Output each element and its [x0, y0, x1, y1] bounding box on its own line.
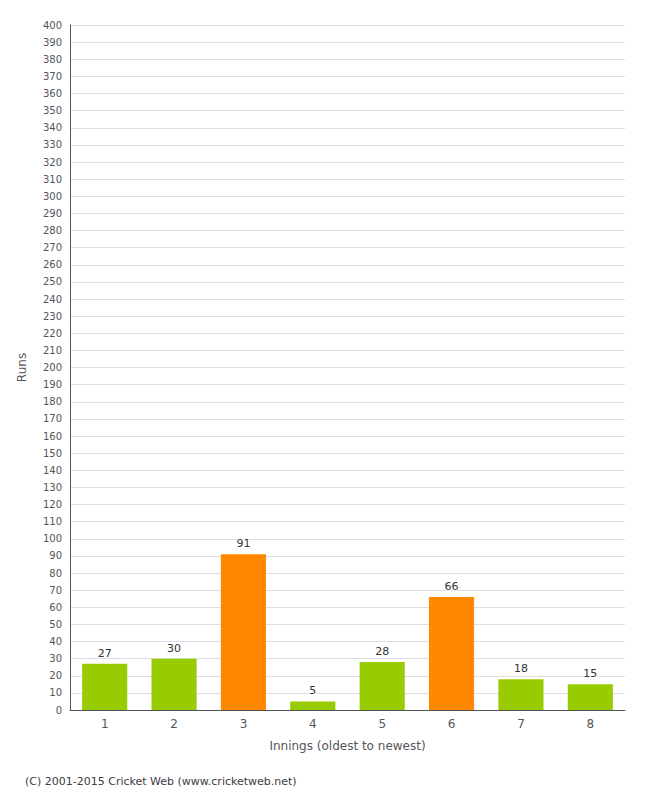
svg-text:210: 210	[43, 345, 62, 356]
svg-text:300: 300	[43, 191, 62, 202]
svg-text:190: 190	[43, 379, 62, 390]
svg-text:180: 180	[43, 396, 62, 407]
svg-text:15: 15	[583, 667, 597, 680]
svg-text:390: 390	[43, 37, 62, 48]
svg-text:1: 1	[101, 717, 109, 731]
svg-text:3: 3	[240, 717, 248, 731]
svg-text:230: 230	[43, 311, 62, 322]
svg-text:8: 8	[586, 717, 594, 731]
svg-text:60: 60	[49, 602, 62, 613]
svg-text:5: 5	[378, 717, 386, 731]
svg-text:20: 20	[49, 670, 62, 681]
svg-text:90: 90	[49, 550, 62, 561]
svg-text:70: 70	[49, 585, 62, 596]
svg-text:200: 200	[43, 362, 62, 373]
svg-text:380: 380	[43, 54, 62, 65]
svg-text:350: 350	[43, 105, 62, 116]
svg-text:0: 0	[56, 705, 62, 716]
svg-text:330: 330	[43, 139, 62, 150]
svg-text:170: 170	[43, 413, 62, 424]
svg-text:270: 270	[43, 242, 62, 253]
svg-text:27: 27	[98, 647, 112, 660]
svg-text:320: 320	[43, 157, 62, 168]
svg-text:250: 250	[43, 276, 62, 287]
svg-text:91: 91	[236, 537, 250, 550]
svg-text:240: 240	[43, 294, 62, 305]
svg-text:150: 150	[43, 448, 62, 459]
svg-text:7: 7	[517, 717, 525, 731]
svg-text:28: 28	[375, 645, 389, 658]
svg-text:50: 50	[49, 619, 62, 630]
svg-text:2: 2	[170, 717, 178, 731]
svg-text:100: 100	[43, 533, 62, 544]
svg-text:220: 220	[43, 328, 62, 339]
svg-text:140: 140	[43, 465, 62, 476]
svg-text:260: 260	[43, 259, 62, 270]
svg-text:400: 400	[43, 20, 62, 31]
svg-text:310: 310	[43, 174, 62, 185]
svg-text:130: 130	[43, 482, 62, 493]
svg-text:40: 40	[49, 636, 62, 647]
svg-text:66: 66	[445, 580, 459, 593]
svg-text:(C) 2001-2015 Cricket Web (www: (C) 2001-2015 Cricket Web (www.cricketwe…	[25, 775, 297, 788]
svg-text:80: 80	[49, 568, 62, 579]
svg-text:120: 120	[43, 499, 62, 510]
svg-text:Runs: Runs	[15, 353, 29, 382]
svg-text:110: 110	[43, 516, 62, 527]
svg-text:290: 290	[43, 208, 62, 219]
svg-text:280: 280	[43, 225, 62, 236]
svg-text:160: 160	[43, 431, 62, 442]
svg-text:5: 5	[309, 684, 316, 697]
svg-text:30: 30	[167, 642, 181, 655]
svg-text:18: 18	[514, 662, 528, 675]
svg-text:370: 370	[43, 71, 62, 82]
svg-text:4: 4	[309, 717, 317, 731]
svg-text:Innings (oldest to newest): Innings (oldest to newest)	[269, 739, 425, 753]
svg-text:340: 340	[43, 122, 62, 133]
svg-text:10: 10	[49, 687, 62, 698]
svg-text:360: 360	[43, 88, 62, 99]
svg-text:6: 6	[448, 717, 456, 731]
svg-text:30: 30	[49, 653, 62, 664]
